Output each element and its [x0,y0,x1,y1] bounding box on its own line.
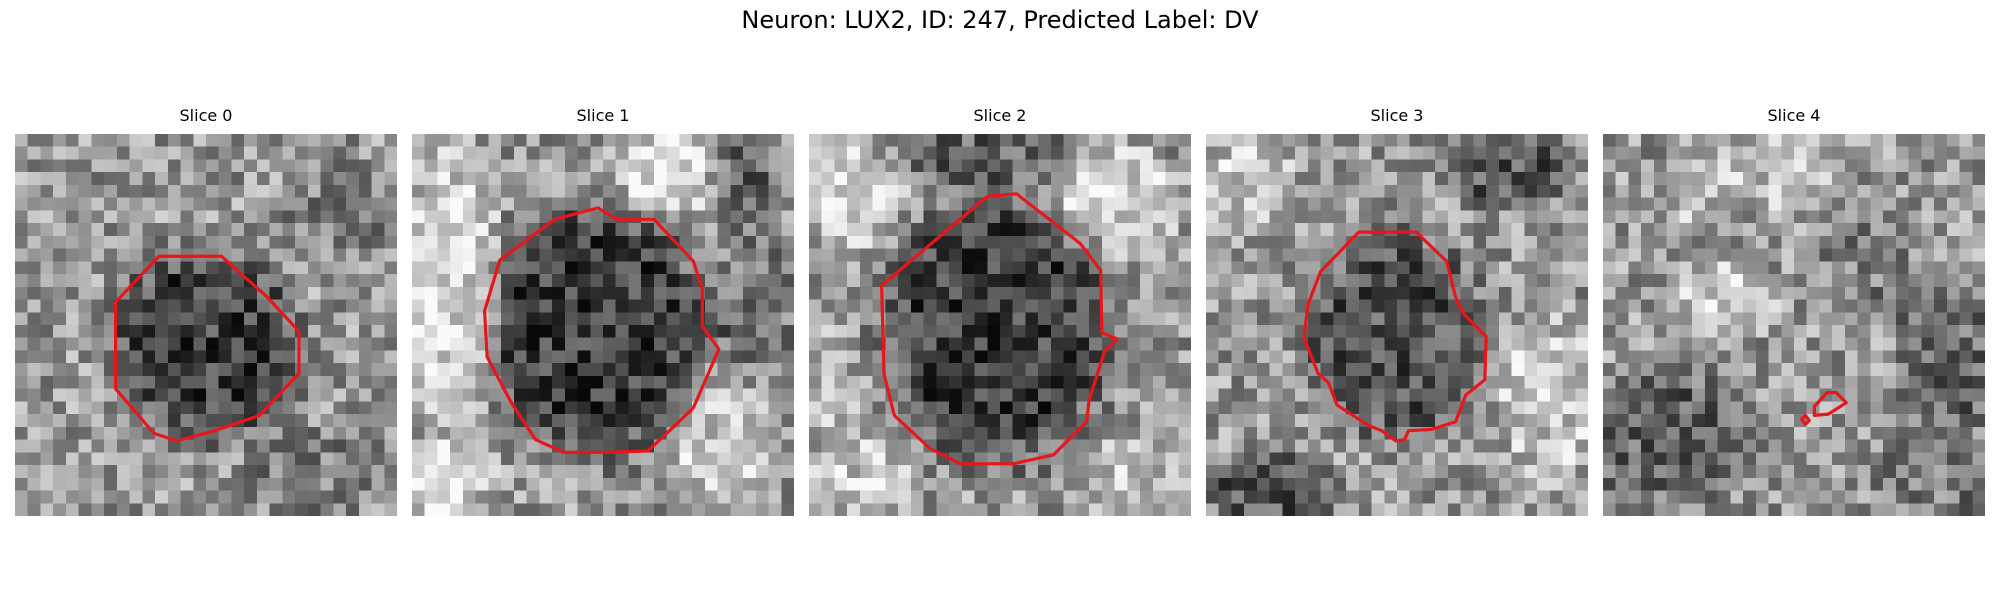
cell-contour [1812,390,1848,417]
slice-panel-2: Slice 2 [809,106,1191,516]
cell-contour [114,254,301,443]
slice-title-4: Slice 4 [1767,106,1821,125]
slice-image-0 [15,134,397,516]
slice-panel-4: Slice 4 [1603,106,1985,516]
cell-contour [482,206,721,454]
slice-image-3 [1206,134,1588,516]
slice-image-4 [1603,134,1985,516]
slice-image-2 [809,134,1191,516]
slice-panel-3: Slice 3 [1206,106,1588,516]
slice-panel-0: Slice 0 [15,106,397,516]
slice-title-0: Slice 0 [179,106,233,125]
slice-image-1 [412,134,794,516]
cell-contour [1302,230,1488,443]
slice-title-2: Slice 2 [973,106,1027,125]
slice-title-1: Slice 1 [576,106,630,125]
figure-title: Neuron: LUX2, ID: 247, Predicted Label: … [741,6,1259,34]
cell-contour [879,192,1119,466]
slice-title-3: Slice 3 [1370,106,1424,125]
slice-panel-1: Slice 1 [412,106,794,516]
cell-contour-small [1800,413,1811,426]
